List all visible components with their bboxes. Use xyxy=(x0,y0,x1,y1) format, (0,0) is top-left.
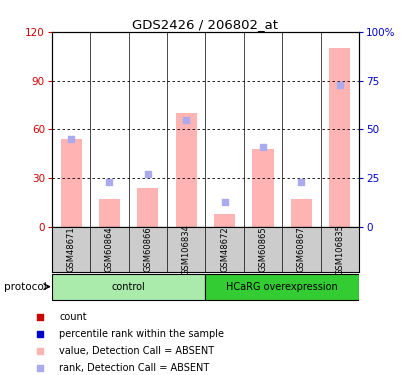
Bar xyxy=(61,139,82,227)
Text: percentile rank within the sample: percentile rank within the sample xyxy=(59,328,224,339)
Text: GSM60864: GSM60864 xyxy=(105,226,114,272)
Text: protocol: protocol xyxy=(4,282,47,292)
Title: GDS2426 / 206802_at: GDS2426 / 206802_at xyxy=(132,18,278,31)
Bar xyxy=(252,149,273,227)
Text: rank, Detection Call = ABSENT: rank, Detection Call = ABSENT xyxy=(59,363,210,373)
Point xyxy=(260,144,266,150)
Point xyxy=(352,272,358,278)
Point xyxy=(68,136,74,142)
Text: GSM48672: GSM48672 xyxy=(220,226,229,272)
Bar xyxy=(291,199,312,227)
Text: GSM106835: GSM106835 xyxy=(335,224,344,275)
Bar xyxy=(137,188,159,227)
Text: HCaRG overexpression: HCaRG overexpression xyxy=(226,282,338,292)
Bar xyxy=(214,214,235,227)
Bar xyxy=(52,274,205,300)
Point xyxy=(221,198,228,204)
Text: count: count xyxy=(59,312,87,322)
Point xyxy=(106,179,113,185)
Text: value, Detection Call = ABSENT: value, Detection Call = ABSENT xyxy=(59,346,215,356)
Text: GSM60866: GSM60866 xyxy=(143,226,152,272)
Text: GSM60865: GSM60865 xyxy=(259,226,268,272)
Point xyxy=(298,179,305,185)
Point xyxy=(337,81,343,87)
Bar xyxy=(205,274,359,300)
Point xyxy=(144,171,151,177)
Bar xyxy=(176,113,197,227)
Bar xyxy=(329,48,350,227)
Text: GSM60867: GSM60867 xyxy=(297,226,306,272)
Bar xyxy=(99,199,120,227)
Point xyxy=(352,116,358,122)
Text: GSM48671: GSM48671 xyxy=(66,226,76,272)
Text: GSM106834: GSM106834 xyxy=(182,224,191,275)
Point xyxy=(183,117,190,123)
Text: control: control xyxy=(112,282,146,292)
